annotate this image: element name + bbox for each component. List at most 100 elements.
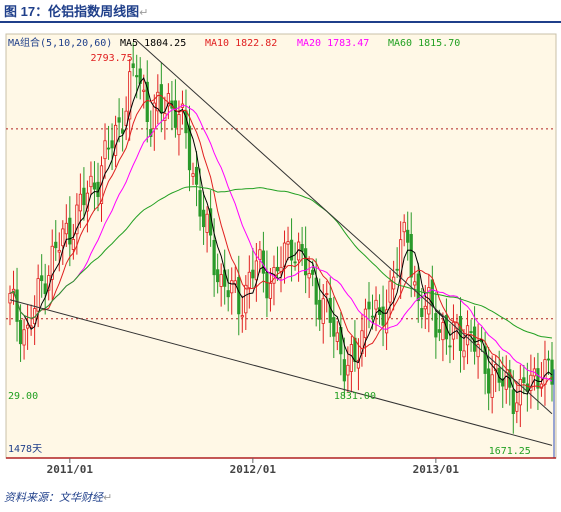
- candle-body: [406, 229, 410, 243]
- candle-body: [230, 280, 234, 294]
- candle-body: [145, 81, 149, 123]
- candle-body: [128, 71, 132, 120]
- candle-body: [254, 260, 258, 281]
- source-return-mark-icon: ↵: [103, 492, 113, 504]
- candle-body: [152, 102, 156, 130]
- x-tick-label: 2013/01: [413, 463, 460, 476]
- candle-body: [103, 140, 107, 160]
- candle-body: [349, 344, 353, 372]
- source-note: 资料来源：文华财经↵: [4, 489, 112, 505]
- candle-body: [15, 289, 19, 322]
- candle-body: [275, 266, 280, 272]
- candle-body: [434, 313, 438, 338]
- candle-body: [36, 278, 40, 312]
- mid-low-label: 1831.00: [334, 391, 376, 402]
- candle-body: [511, 389, 515, 415]
- candle-body: [173, 100, 178, 128]
- candle-body: [490, 374, 494, 398]
- candle-body: [413, 281, 417, 286]
- candle-body: [226, 290, 230, 298]
- candle-body: [268, 282, 273, 299]
- candle-body: [363, 308, 368, 339]
- candle-body: [314, 277, 318, 305]
- candle-body: [458, 315, 463, 351]
- candle-body: [469, 331, 473, 334]
- candle-body: [57, 249, 61, 253]
- figure-title: 图 17：伦铝指数周线图↵: [4, 1, 148, 20]
- candle-body: [487, 368, 491, 394]
- legend-item-ma5: MA5 1804.25: [120, 38, 186, 49]
- candle-body: [22, 329, 26, 346]
- candle-body: [402, 221, 406, 233]
- candle-body: [522, 377, 526, 383]
- candle-body: [244, 284, 248, 314]
- candle-body: [18, 320, 23, 345]
- candle-body: [212, 239, 216, 276]
- candle-body: [342, 359, 346, 382]
- legend-item-ma20: MA20 1783.47: [297, 38, 369, 49]
- candle-body: [191, 173, 195, 177]
- figure-title-text: 图 17：伦铝指数周线图: [4, 4, 140, 19]
- candle-body: [71, 239, 75, 250]
- candle-body: [177, 114, 181, 136]
- candle-body: [395, 268, 399, 271]
- candle-body: [300, 244, 304, 252]
- legend-group-label: MA组合(5,10,20,60): [8, 36, 112, 49]
- candle-body: [416, 273, 420, 302]
- candle-body: [82, 187, 86, 206]
- candle-body: [194, 166, 199, 185]
- candle-body: [50, 245, 54, 280]
- candle-body: [216, 269, 220, 283]
- candle-body: [328, 297, 332, 323]
- candle-body: [110, 140, 114, 149]
- candle-body: [370, 315, 375, 318]
- candle-body: [441, 322, 445, 341]
- candle-body: [332, 317, 336, 337]
- candle-body: [483, 346, 487, 374]
- ma5-line: [9, 77, 553, 395]
- ma20-line: [9, 104, 553, 382]
- chart-area: MA组合(5,10,20,60) MA5 1804.25 MA10 1822.82 M…: [0, 30, 561, 485]
- bar-count-label: 1478天: [8, 444, 42, 455]
- candle-body: [61, 228, 65, 247]
- candle-body: [529, 374, 533, 391]
- candle-body: [546, 358, 551, 361]
- candle-body: [420, 308, 424, 318]
- title-underline: [0, 21, 561, 23]
- candle-body: [476, 344, 480, 358]
- candle-body: [293, 261, 297, 264]
- candle-body: [374, 299, 378, 310]
- candle-body: [258, 249, 262, 260]
- candle-body: [237, 277, 241, 315]
- candle-body: [265, 272, 269, 299]
- ma10-line: [9, 94, 553, 388]
- candle-body: [135, 75, 139, 78]
- candle-body: [156, 91, 160, 112]
- candle-body: [40, 275, 44, 282]
- candle-body: [321, 298, 325, 324]
- candle-body: [166, 93, 170, 107]
- candle-body: [68, 217, 72, 245]
- candle-body: [159, 84, 163, 114]
- candle-body: [121, 129, 125, 134]
- plot-background: [5, 33, 557, 459]
- candle-body: [353, 337, 357, 362]
- candle-body: [89, 175, 93, 188]
- candle-body: [113, 124, 118, 156]
- candle-body: [409, 234, 413, 278]
- candle-body: [261, 250, 266, 274]
- candle-body: [117, 117, 121, 123]
- candle-body: [106, 147, 111, 150]
- candle-body: [78, 193, 82, 212]
- candle-body: [307, 273, 311, 279]
- legend-item-ma60: MA60 1815.70: [388, 38, 460, 49]
- candle-body: [124, 110, 128, 126]
- legend-item-ma10: MA10 1822.82: [205, 38, 277, 49]
- candle-body: [142, 89, 146, 92]
- candle-body: [43, 283, 47, 295]
- candle-body: [92, 182, 97, 190]
- lower-trendline: [9, 299, 553, 446]
- weekly-candlestick-chart: MA组合(5,10,20,60) MA5 1804.25 MA10 1822.82 M…: [5, 33, 557, 476]
- candle-body: [282, 242, 287, 267]
- candle-body: [286, 241, 290, 245]
